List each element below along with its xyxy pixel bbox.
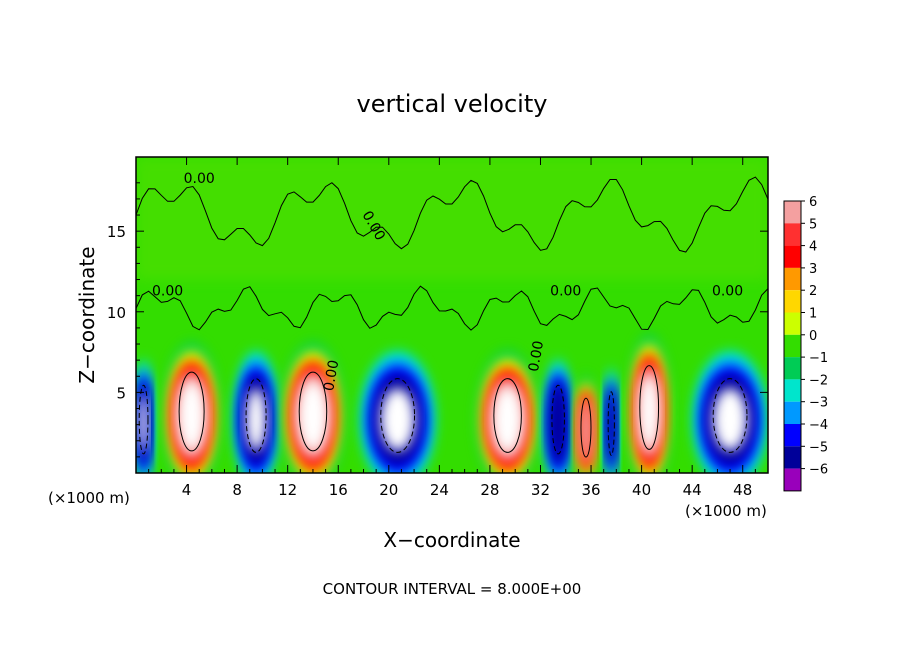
cell-band bbox=[139, 394, 149, 453]
contour-ring bbox=[178, 371, 205, 452]
colorbar-label: 5 bbox=[809, 217, 817, 232]
colorbar-swatch bbox=[784, 201, 801, 224]
velocity-cell bbox=[604, 367, 619, 473]
cell-band bbox=[380, 388, 415, 451]
x-tick-label: 48 bbox=[733, 481, 752, 499]
contour-label: 0.00 bbox=[526, 339, 547, 372]
y-tick-label: 5 bbox=[116, 384, 126, 402]
contour-ring bbox=[138, 384, 149, 455]
colorbar-label: −3 bbox=[809, 396, 828, 411]
velocity-cell bbox=[136, 358, 154, 473]
x-axis-ticks: 4 8 12 16 20 24 28 32 36 40 44 48 bbox=[148, 157, 756, 499]
colorbar-swatch bbox=[784, 401, 801, 424]
colorbar-swatch bbox=[784, 334, 801, 358]
contour-interval-note: CONTOUR INTERVAL = 8.000E+00 bbox=[323, 580, 582, 598]
contour-ring bbox=[607, 391, 615, 456]
x-tick-label: 4 bbox=[182, 481, 192, 499]
colorbar-swatch bbox=[784, 267, 801, 291]
x-axis-label: X−coordinate bbox=[383, 528, 520, 552]
colorbar-swatch bbox=[784, 468, 801, 491]
contour-label: 0.00 bbox=[550, 284, 581, 300]
upper-layer-shade bbox=[136, 157, 768, 280]
velocity-cell bbox=[692, 350, 768, 473]
colorbar-label: 2 bbox=[809, 284, 817, 299]
colorbar-label: −2 bbox=[809, 373, 828, 388]
contour-line-middle bbox=[136, 285, 768, 331]
contour-ring bbox=[493, 378, 522, 453]
cell-band bbox=[493, 387, 523, 453]
y-axis-label: Z−coordinate bbox=[75, 246, 99, 383]
colorbar-label: −5 bbox=[809, 440, 828, 455]
colorbar-label: 0 bbox=[809, 329, 817, 344]
x-tick-label: 36 bbox=[581, 481, 600, 499]
x-unit-right: (×1000 m) bbox=[685, 502, 767, 520]
colorbar-label: −1 bbox=[809, 351, 828, 366]
contour-ring bbox=[298, 371, 328, 452]
x-tick-label: 20 bbox=[379, 481, 398, 499]
velocity-cell bbox=[477, 350, 539, 473]
contour-label: 0.00 bbox=[321, 359, 342, 392]
colorbar-swatch bbox=[784, 290, 801, 313]
velocity-cell bbox=[163, 342, 220, 473]
x-tick-label: 24 bbox=[430, 481, 449, 499]
velocity-cell bbox=[544, 358, 573, 473]
y-tick-label: 10 bbox=[107, 304, 126, 322]
chart-title: vertical velocity bbox=[357, 90, 548, 118]
x-tick-label: 16 bbox=[329, 481, 348, 499]
colorbar-swatch bbox=[784, 223, 801, 246]
contour-ring bbox=[712, 378, 748, 453]
cell-band bbox=[639, 375, 660, 449]
x-tick-label: 44 bbox=[683, 481, 702, 499]
contour-ring bbox=[580, 397, 592, 458]
colorbar-label: 4 bbox=[809, 240, 817, 255]
velocity-cell bbox=[628, 334, 671, 473]
contour-ring bbox=[639, 365, 660, 450]
x-tick-label: 40 bbox=[632, 481, 651, 499]
contour-line-upper bbox=[136, 176, 768, 253]
x-tick-label: 32 bbox=[531, 481, 550, 499]
colorbar-label: −4 bbox=[809, 418, 828, 433]
colorbar-swatch bbox=[784, 245, 801, 268]
x-tick-label: 12 bbox=[278, 481, 297, 499]
contour-ring bbox=[380, 378, 416, 453]
cell-band bbox=[298, 381, 328, 451]
colorbar-label: 1 bbox=[809, 307, 817, 322]
contour-label: 0.00 bbox=[712, 284, 743, 300]
colorbar-label: 3 bbox=[809, 262, 817, 277]
colorbar-swatch bbox=[784, 446, 801, 469]
x-tick-label: 28 bbox=[480, 481, 499, 499]
velocity-cell bbox=[360, 350, 436, 473]
colorbar-swatch bbox=[784, 379, 801, 402]
velocity-cell bbox=[233, 350, 279, 473]
colorbar-label: −6 bbox=[809, 463, 828, 478]
colorbar-label: 6 bbox=[809, 195, 817, 210]
contour-label: 0.00 bbox=[184, 171, 215, 187]
cell-band bbox=[245, 388, 267, 451]
cell-band bbox=[713, 388, 748, 451]
velocity-cell bbox=[282, 342, 344, 473]
y-tick-label: 15 bbox=[107, 223, 126, 241]
contour-ring bbox=[245, 378, 267, 453]
colorbar: 6 5 4 3 2 1 0 −1 −2 −3 −4 −5 −6 bbox=[783, 195, 828, 492]
y-axis-ticks: 5 10 15 bbox=[107, 182, 768, 458]
x-tick-label: 8 bbox=[232, 481, 242, 499]
contour-label: 0.00 bbox=[152, 284, 183, 300]
contour-ring bbox=[551, 384, 565, 455]
colorbar-frame bbox=[783, 200, 802, 492]
colorbar-swatch bbox=[784, 312, 801, 335]
colorbar-swatch bbox=[784, 357, 801, 380]
cell-band bbox=[178, 381, 205, 451]
colorbar-swatch bbox=[784, 424, 801, 447]
x-unit-left: (×1000 m) bbox=[48, 489, 130, 507]
